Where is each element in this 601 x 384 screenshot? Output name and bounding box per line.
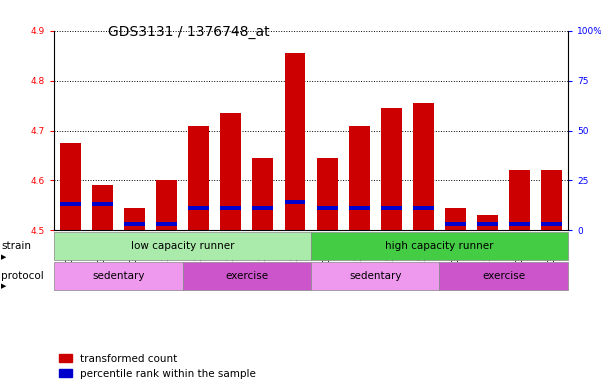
Text: sedentary: sedentary <box>349 271 401 281</box>
Text: exercise: exercise <box>225 271 269 281</box>
Bar <box>252 158 273 230</box>
Text: sedentary: sedentary <box>92 271 145 281</box>
Bar <box>221 207 241 210</box>
Text: strain: strain <box>1 241 31 251</box>
Bar <box>509 170 530 230</box>
Bar <box>381 207 401 210</box>
Bar <box>445 222 466 227</box>
Text: ▶: ▶ <box>1 254 7 260</box>
Bar <box>188 126 209 230</box>
Bar <box>477 222 498 227</box>
Bar <box>124 208 145 230</box>
Bar <box>317 158 338 230</box>
Bar <box>349 207 370 210</box>
Bar <box>124 222 145 227</box>
Bar <box>252 207 273 210</box>
Text: exercise: exercise <box>482 271 525 281</box>
Bar <box>284 200 305 204</box>
Text: protocol: protocol <box>1 271 44 281</box>
Bar <box>92 202 113 207</box>
Bar <box>317 207 338 210</box>
Bar <box>413 207 434 210</box>
Legend: transformed count, percentile rank within the sample: transformed count, percentile rank withi… <box>59 354 256 379</box>
Bar <box>413 103 434 230</box>
Bar <box>542 170 563 230</box>
Bar <box>542 222 563 227</box>
Bar <box>92 185 113 230</box>
Bar <box>156 180 177 230</box>
Bar <box>477 215 498 230</box>
Bar <box>59 202 81 207</box>
Text: GDS3131 / 1376748_at: GDS3131 / 1376748_at <box>108 25 270 39</box>
Text: low capacity runner: low capacity runner <box>131 241 234 251</box>
Bar <box>156 222 177 227</box>
Bar <box>445 208 466 230</box>
Bar <box>349 126 370 230</box>
Bar <box>381 108 401 230</box>
Text: high capacity runner: high capacity runner <box>385 241 494 251</box>
Bar <box>59 143 81 230</box>
Bar <box>221 113 241 230</box>
Bar <box>509 222 530 227</box>
Bar <box>284 53 305 230</box>
Bar <box>188 207 209 210</box>
Text: ▶: ▶ <box>1 283 7 290</box>
